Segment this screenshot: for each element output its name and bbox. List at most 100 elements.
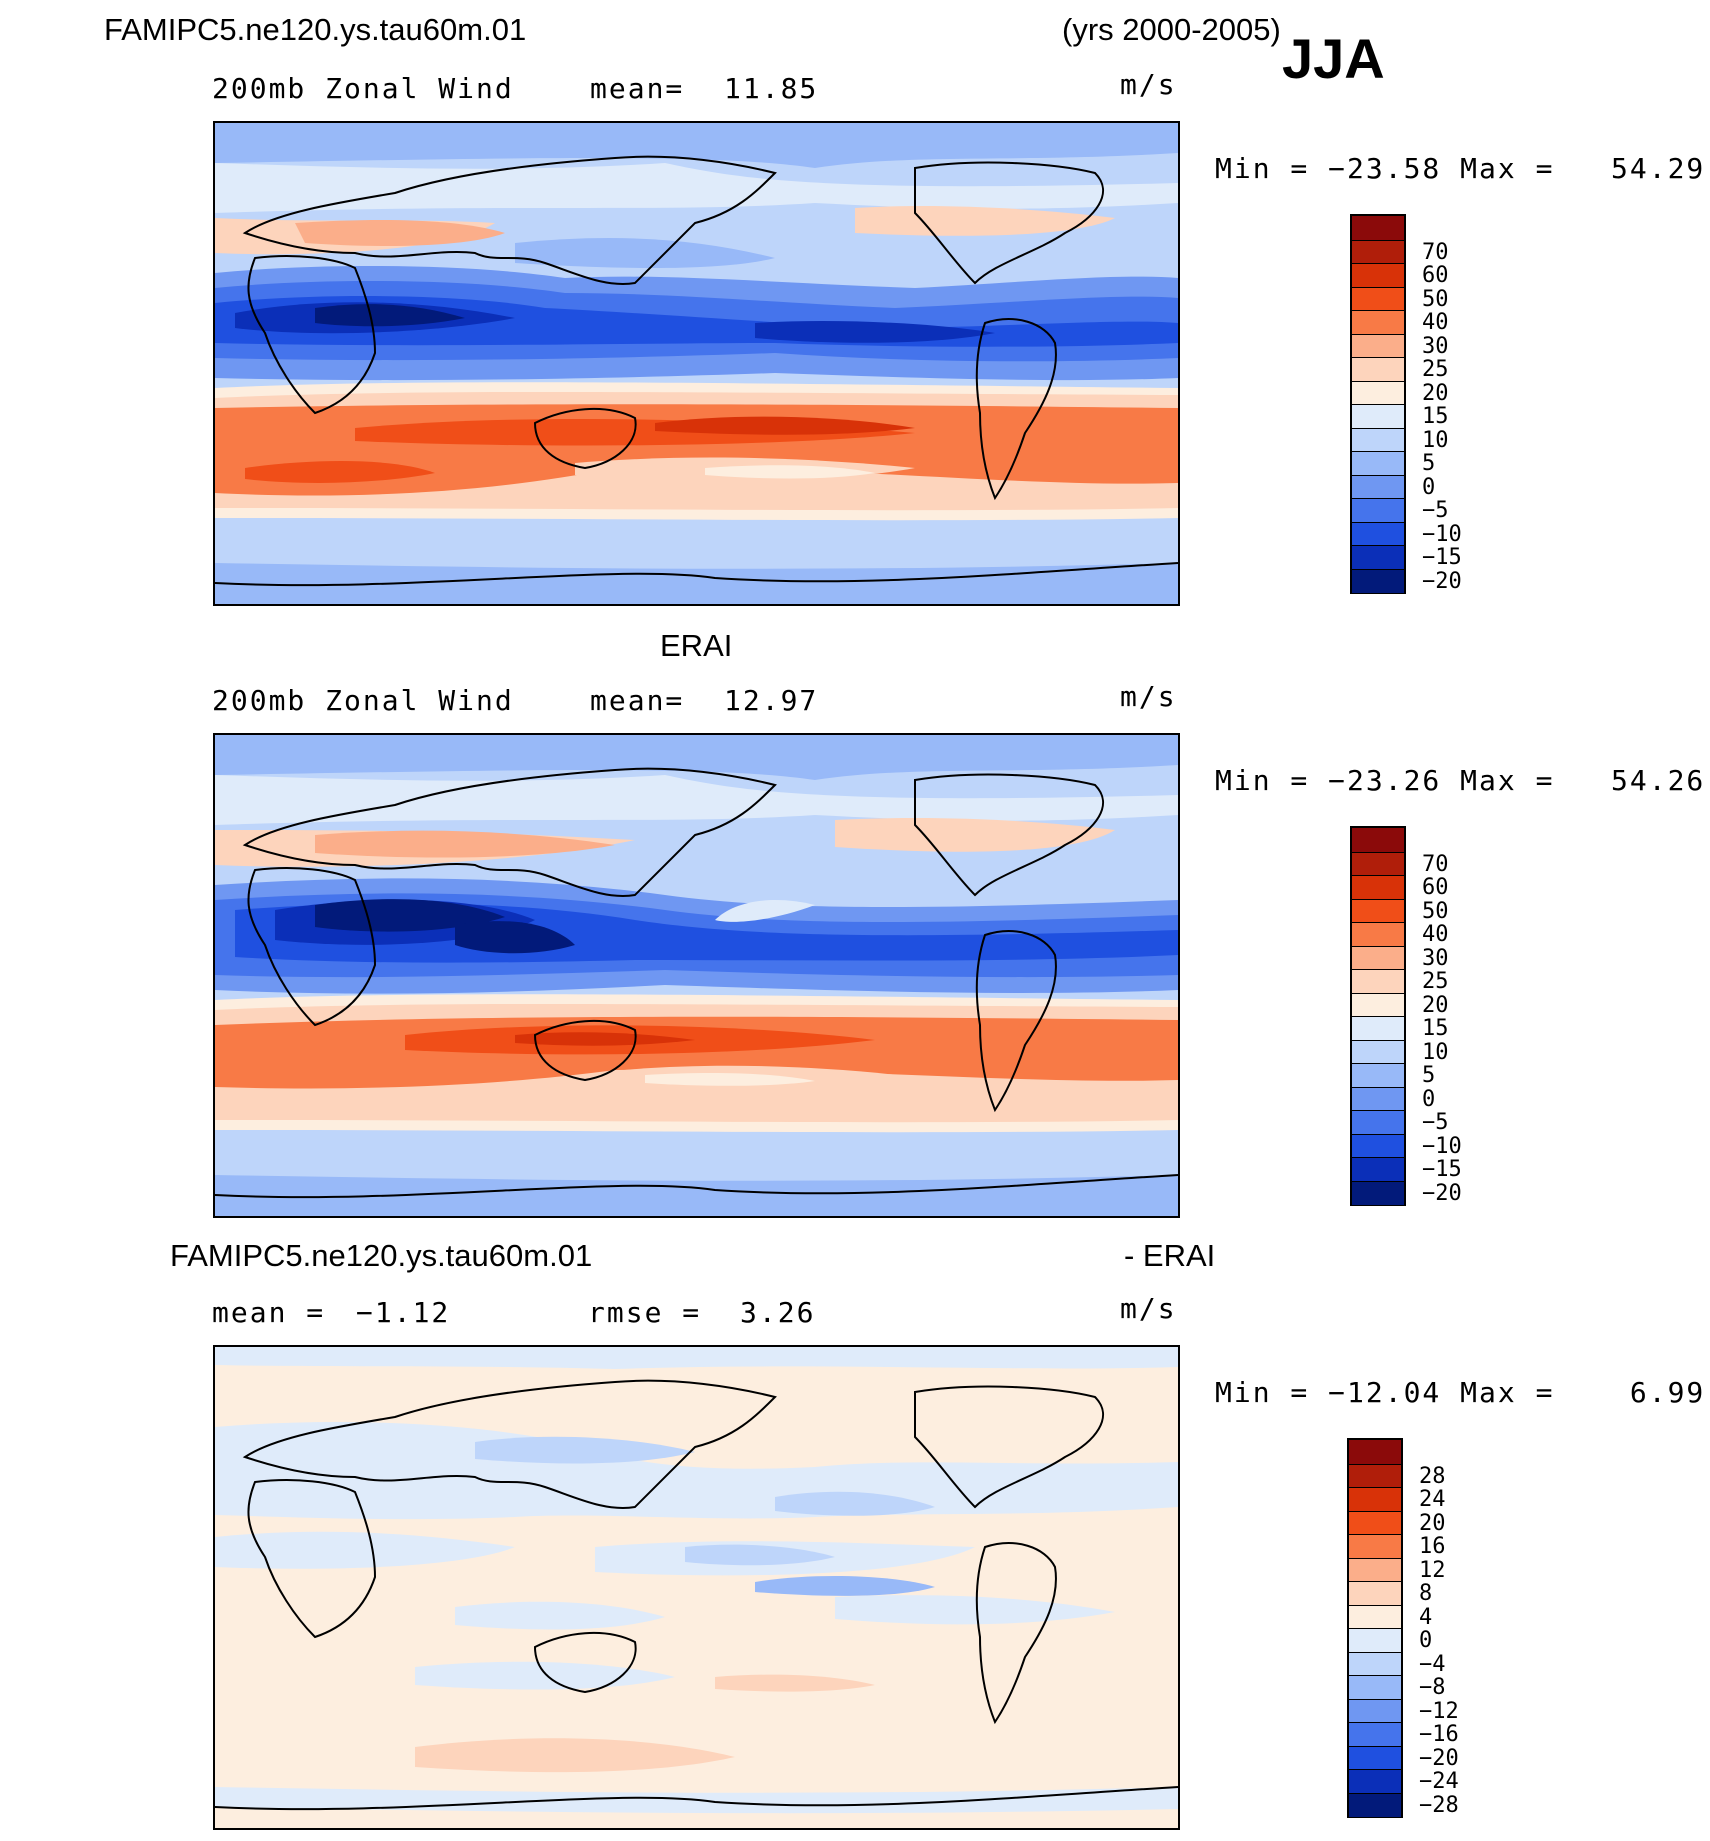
colorbar-tick-label: 0 bbox=[1422, 474, 1436, 500]
colorbar-swatch bbox=[1352, 545, 1404, 570]
colorbar-tick-label: −4 bbox=[1419, 1651, 1446, 1677]
colorbar-tick-label: 4 bbox=[1419, 1604, 1433, 1630]
panel3-heading-left: FAMIPC5.ne120.ys.tau60m.01 bbox=[170, 1238, 593, 1273]
colorbar-swatch bbox=[1349, 1440, 1401, 1464]
colorbar-swatch bbox=[1352, 404, 1404, 429]
colorbar-swatch bbox=[1352, 898, 1404, 923]
colorbar-swatch bbox=[1352, 1133, 1404, 1158]
colorbar-tick-label: −20 bbox=[1419, 1745, 1459, 1771]
colorbar-swatch bbox=[1352, 310, 1404, 335]
panel1-mean-value: 11.85 bbox=[724, 72, 819, 105]
panel2-mean-label: mean= bbox=[590, 684, 685, 717]
colorbar-tick-label: 25 bbox=[1422, 357, 1449, 382]
colorbar-swatch bbox=[1352, 1086, 1404, 1111]
colorbar-swatch bbox=[1352, 286, 1404, 311]
colorbar-tick-label: 15 bbox=[1422, 1016, 1449, 1041]
panel2-units: m/s bbox=[1120, 680, 1177, 713]
colorbar-swatch bbox=[1352, 521, 1404, 546]
colorbar-swatch bbox=[1349, 1510, 1401, 1535]
colorbar-swatch bbox=[1352, 380, 1404, 405]
colorbar-tick-label: 70 bbox=[1422, 239, 1449, 265]
colorbar-swatch bbox=[1352, 357, 1404, 382]
colorbar-tick-label: 5 bbox=[1422, 451, 1436, 476]
colorbar-swatch bbox=[1352, 263, 1404, 288]
panel1-map bbox=[213, 121, 1180, 606]
colorbar-swatch bbox=[1352, 1039, 1404, 1064]
colorbar-tick-label: −10 bbox=[1422, 1133, 1462, 1159]
colorbar-tick-label: 12 bbox=[1419, 1557, 1446, 1583]
colorbar-swatch bbox=[1349, 1722, 1401, 1747]
colorbar-swatch bbox=[1349, 1628, 1401, 1653]
colorbar-swatch bbox=[1349, 1651, 1401, 1676]
colorbar-swatch bbox=[1349, 1534, 1401, 1559]
panel3-units: m/s bbox=[1120, 1292, 1177, 1325]
colorbar-tick-label: 20 bbox=[1422, 992, 1449, 1018]
panel1-minmax: Min = −23.58 Max = 54.29 bbox=[1215, 152, 1706, 185]
panel3-rmse-value: 3.26 bbox=[740, 1296, 816, 1329]
colorbar-tick-label: −15 bbox=[1422, 1157, 1462, 1182]
colorbar-tick-label: −5 bbox=[1422, 1110, 1449, 1135]
colorbar-swatch bbox=[1352, 474, 1404, 499]
colorbar-swatch bbox=[1352, 333, 1404, 358]
panel1-variable-label: 200mb Zonal Wind bbox=[212, 72, 514, 105]
season-label: JJA bbox=[1282, 27, 1385, 90]
colorbar-swatch bbox=[1349, 1487, 1401, 1512]
colorbar-tick-label: 10 bbox=[1422, 427, 1449, 453]
colorbar-swatch bbox=[1352, 216, 1404, 240]
colorbar-swatch bbox=[1352, 875, 1404, 900]
panel1-mean-label: mean= bbox=[590, 72, 685, 105]
colorbar-tick-label: 8 bbox=[1419, 1581, 1433, 1606]
colorbar-tick-label: 28 bbox=[1419, 1463, 1446, 1489]
panel1-colorbar-swatches bbox=[1350, 214, 1406, 594]
panel2-mean-value: 12.97 bbox=[724, 684, 819, 717]
colorbar-swatch bbox=[1349, 1581, 1401, 1606]
colorbar-tick-label: −20 bbox=[1422, 568, 1462, 594]
colorbar-swatch bbox=[1349, 1769, 1401, 1794]
panel2-map bbox=[213, 733, 1180, 1218]
panel1-field bbox=[215, 123, 1178, 604]
colorbar-tick-label: 25 bbox=[1422, 969, 1449, 994]
colorbar-tick-label: −8 bbox=[1419, 1675, 1446, 1700]
colorbar-tick-label: −5 bbox=[1422, 498, 1449, 523]
panel3-heading-right: - ERAI bbox=[1124, 1238, 1216, 1273]
colorbar-swatch bbox=[1352, 992, 1404, 1017]
colorbar-tick-label: 15 bbox=[1422, 404, 1449, 429]
colorbar-tick-label: 20 bbox=[1422, 380, 1449, 406]
colorbar-tick-label: 60 bbox=[1422, 875, 1449, 900]
colorbar-tick-label: −24 bbox=[1419, 1769, 1459, 1794]
panel2-minmax: Min = −23.26 Max = 54.26 bbox=[1215, 764, 1706, 797]
colorbar-tick-label: 0 bbox=[1422, 1086, 1436, 1112]
colorbar-swatch bbox=[1352, 1157, 1404, 1182]
panel3-mean-label: mean = bbox=[212, 1296, 326, 1329]
colorbar-swatch bbox=[1352, 969, 1404, 994]
panel3-colorbar-swatches bbox=[1347, 1438, 1403, 1818]
panel3-field bbox=[215, 1347, 1178, 1828]
colorbar-swatch bbox=[1352, 945, 1404, 970]
panel3-mean-value: −1.12 bbox=[356, 1296, 451, 1329]
panel2-field bbox=[215, 735, 1178, 1216]
colorbar-tick-label: 20 bbox=[1419, 1510, 1446, 1536]
colorbar-swatch bbox=[1352, 1063, 1404, 1088]
case-title: FAMIPC5.ne120.ys.tau60m.01 bbox=[104, 12, 527, 47]
colorbar-tick-label: −20 bbox=[1422, 1180, 1462, 1206]
colorbar-tick-label: 70 bbox=[1422, 851, 1449, 877]
colorbar-swatch bbox=[1352, 427, 1404, 452]
colorbar-tick-label: 30 bbox=[1422, 945, 1449, 971]
years-label: (yrs 2000-2005) bbox=[1062, 12, 1281, 47]
panel2-heading: ERAI bbox=[660, 628, 733, 663]
panel1-units: m/s bbox=[1120, 68, 1177, 101]
colorbar-tick-label: 40 bbox=[1422, 310, 1449, 335]
colorbar-tick-label: 5 bbox=[1422, 1063, 1436, 1088]
colorbar-tick-label: 30 bbox=[1422, 333, 1449, 359]
colorbar-tick-label: −10 bbox=[1422, 521, 1462, 547]
colorbar-tick-label: 10 bbox=[1422, 1039, 1449, 1065]
colorbar-swatch bbox=[1352, 498, 1404, 523]
colorbar-swatch bbox=[1349, 1745, 1401, 1770]
colorbar-swatch bbox=[1352, 828, 1404, 852]
colorbar-swatch bbox=[1352, 239, 1404, 264]
colorbar-swatch bbox=[1349, 1675, 1401, 1700]
panel2-colorbar-swatches bbox=[1350, 826, 1406, 1206]
colorbar-tick-label: −28 bbox=[1419, 1792, 1459, 1818]
colorbar-swatch bbox=[1352, 851, 1404, 876]
panel3-map bbox=[213, 1345, 1180, 1830]
